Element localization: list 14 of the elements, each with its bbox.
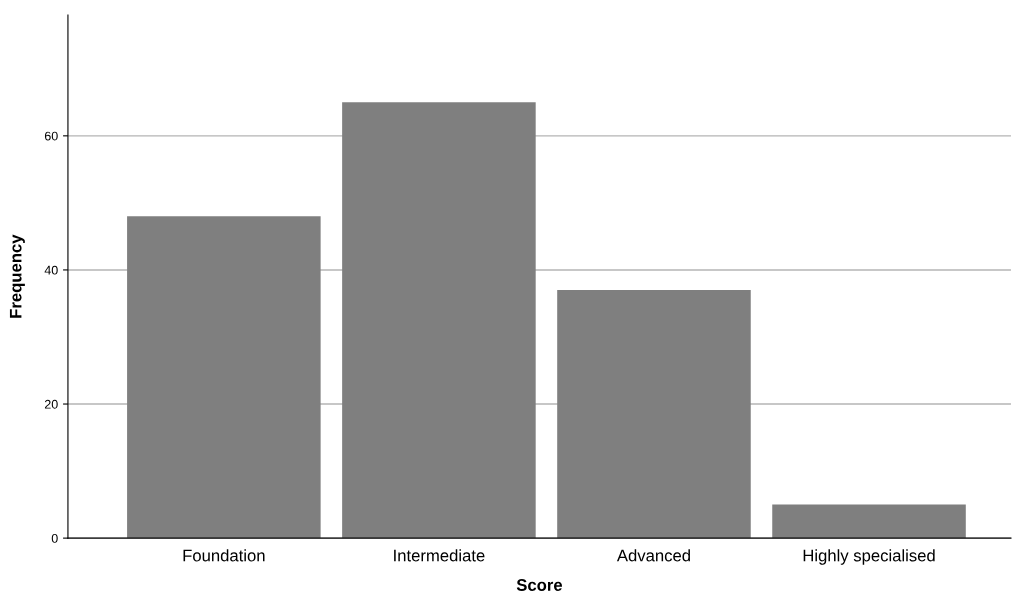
x-axis-title: Score: [516, 579, 563, 591]
y-tick-label: 0: [51, 533, 58, 543]
x-tick-label: Foundation: [183, 549, 265, 562]
bar: [127, 216, 321, 539]
bar: [342, 102, 536, 539]
y-axis-title: Frequency: [9, 234, 25, 318]
bar: [557, 290, 751, 539]
y-tick-label: 40: [44, 265, 58, 275]
y-tick-label: 20: [44, 399, 58, 409]
x-tick-label: Advanced: [616, 549, 690, 562]
y-tick-label: 60: [44, 131, 58, 141]
x-tick-label: Highly specialised: [803, 549, 935, 565]
x-tick-label: Intermediate: [394, 549, 485, 562]
bar: [772, 504, 966, 539]
